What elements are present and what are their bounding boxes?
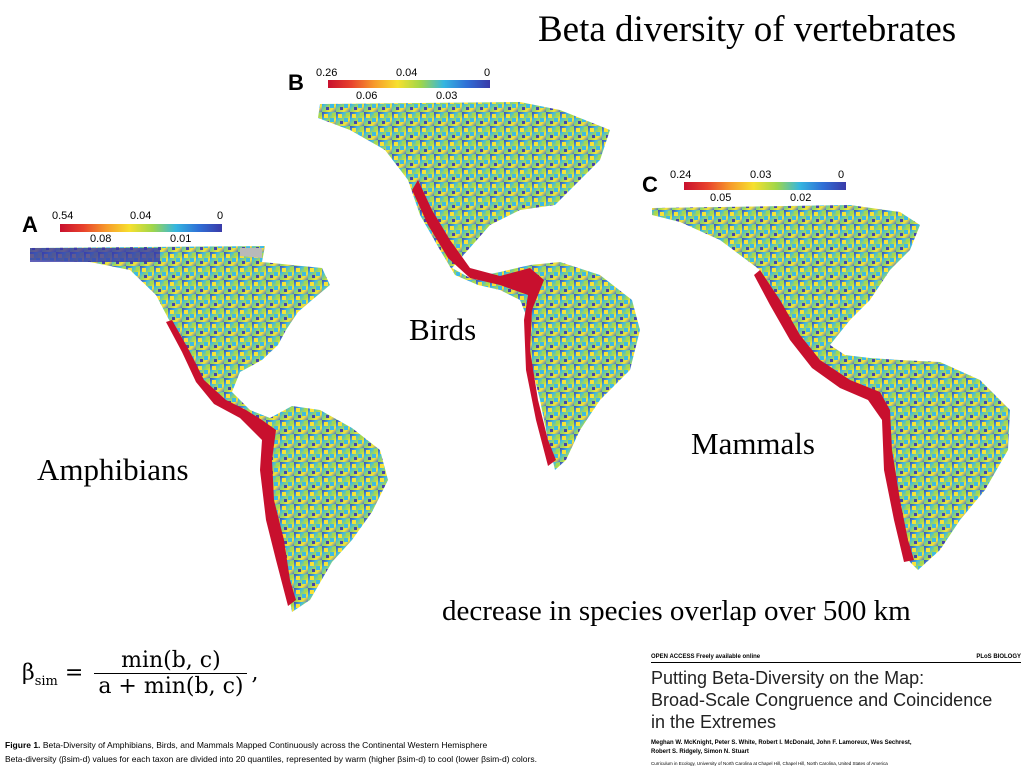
slide-title: Beta diversity of vertebrates <box>538 9 957 50</box>
map-amphibians <box>30 246 388 612</box>
paper-title-line2: Broad-Scale Congruence and Coincidence <box>651 690 993 710</box>
tick-b-bottom-2: 0.03 <box>436 90 458 102</box>
tick-b-top-3: 0 <box>484 67 491 79</box>
map-birds <box>318 102 640 470</box>
tick-a-bottom-2: 0.01 <box>170 233 192 245</box>
tick-a-top-3: 0 <box>217 210 224 222</box>
label-birds: Birds <box>409 312 477 347</box>
figure-caption-label: Figure 1. <box>5 740 41 750</box>
paper-header-left: OPEN ACCESS Freely available online <box>651 654 761 660</box>
decrease-text: decrease in species overlap over 500 km <box>442 595 911 627</box>
map-mammals <box>652 205 1010 570</box>
colorbar-birds <box>328 80 490 88</box>
formula-lhs: β <box>22 660 35 686</box>
tick-a-bottom-1: 0.08 <box>90 233 112 245</box>
colorbar-mammals <box>684 182 846 190</box>
tick-b-top-1: 0.26 <box>316 67 338 79</box>
figure-caption-line1: Beta-Diversity of Amphibians, Birds, and… <box>42 740 488 750</box>
panel-letter-c: C <box>642 172 658 197</box>
formula-equals: = <box>64 660 84 686</box>
formula-fraction: min(b, c) a + min(b, c) <box>94 648 248 699</box>
panel-letter-b: B <box>288 70 304 95</box>
tick-a-top-1: 0.54 <box>52 210 74 222</box>
label-amphibians: Amphibians <box>37 452 189 487</box>
colorbar-amphibians <box>60 224 222 232</box>
tick-c-bottom-2: 0.02 <box>790 192 812 204</box>
paper-snippet: OPEN ACCESS Freely available online PLoS… <box>651 654 1021 766</box>
paper-authors-line1: Meghan W. McKnight, Peter S. White, Robe… <box>651 740 912 746</box>
tick-c-top-1: 0.24 <box>670 169 692 181</box>
paper-header: OPEN ACCESS Freely available online PLoS… <box>651 654 1021 663</box>
paper-authors-line2: Robert S. Ridgely, Simon N. Stuart <box>651 749 749 755</box>
figure-caption: Figure 1. Beta-Diversity of Amphibians, … <box>5 738 633 766</box>
paper-title-line3: in the Extremes <box>651 712 777 732</box>
tick-b-top-2: 0.04 <box>396 67 418 79</box>
figure-caption-line2: Beta-diversity (βsim-d) values for each … <box>5 754 537 764</box>
paper-affiliation: Curriculum in Ecology, University of Nor… <box>651 761 888 766</box>
panel-letter-a: A <box>22 212 38 237</box>
formula-numerator: min(b, c) <box>94 648 248 674</box>
paper-title-line1: Putting Beta-Diversity on the Map: <box>651 668 925 688</box>
paper-header-right: PLoS BIOLOGY <box>976 654 1021 660</box>
formula-denominator: a + min(b, c) <box>98 674 244 699</box>
beta-sim-formula: βsim = min(b, c) a + min(b, c) , <box>22 648 259 699</box>
tick-b-bottom-1: 0.06 <box>356 90 378 102</box>
tick-c-bottom-1: 0.05 <box>710 192 732 204</box>
formula-sub: sim <box>34 673 58 689</box>
paper-title: Putting Beta-Diversity on the Map: Broad… <box>651 667 1021 733</box>
tick-c-top-3: 0 <box>838 169 845 181</box>
tick-a-top-2: 0.04 <box>130 210 152 222</box>
label-mammals: Mammals <box>691 426 815 461</box>
tick-c-top-2: 0.03 <box>750 169 772 181</box>
paper-authors: Meghan W. McKnight, Peter S. White, Robe… <box>651 739 1021 757</box>
